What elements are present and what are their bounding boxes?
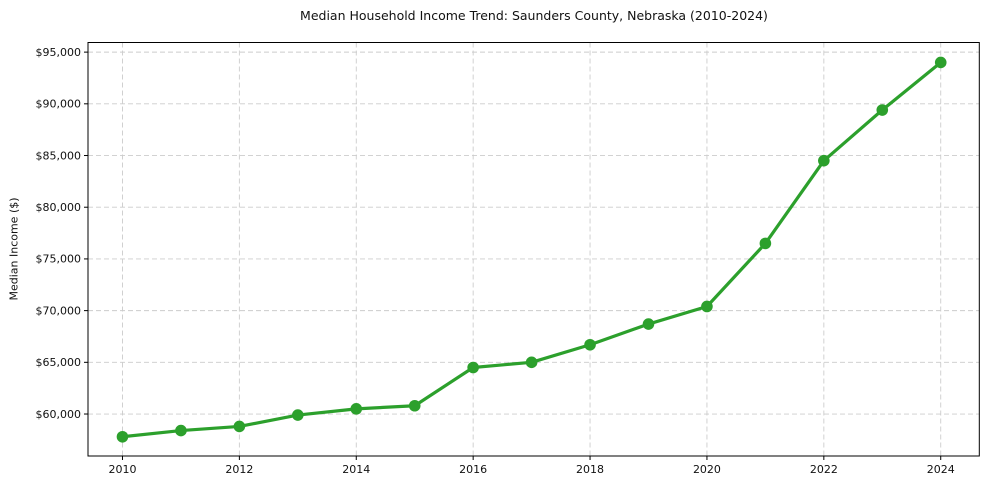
data-point bbox=[233, 420, 246, 433]
data-point bbox=[175, 424, 187, 437]
plot-border bbox=[87, 42, 980, 457]
y-tick-label: $80,000 bbox=[36, 201, 82, 214]
x-tick-label: 2018 bbox=[576, 463, 604, 476]
x-tick-label: 2012 bbox=[225, 463, 253, 476]
x-tick-label: 2010 bbox=[108, 463, 136, 476]
y-tick-label: $90,000 bbox=[36, 98, 82, 111]
x-tick-label: 2024 bbox=[927, 463, 955, 476]
data-point bbox=[701, 300, 713, 313]
trend-line bbox=[120, 60, 943, 439]
x-tick-label: 2016 bbox=[459, 463, 487, 476]
data-point bbox=[934, 56, 947, 69]
data-point bbox=[642, 318, 655, 330]
y-tick-label: $85,000 bbox=[36, 149, 82, 162]
x-tick-label: 2014 bbox=[342, 463, 370, 476]
y-tick-label: $70,000 bbox=[36, 304, 82, 317]
data-point bbox=[525, 356, 538, 369]
y-tick-label: $65,000 bbox=[36, 356, 82, 369]
y-tick-label: $60,000 bbox=[36, 408, 82, 421]
data-point bbox=[408, 399, 421, 412]
data-point bbox=[350, 403, 363, 415]
y-tick-label: $95,000 bbox=[36, 46, 82, 59]
data-point bbox=[292, 409, 304, 421]
data-point bbox=[818, 154, 830, 167]
data-point bbox=[467, 361, 479, 374]
x-tick-label: 2020 bbox=[693, 463, 721, 476]
x-tick-label: 2022 bbox=[810, 463, 838, 476]
y-tick-label: $75,000 bbox=[36, 253, 82, 266]
data-point bbox=[116, 430, 129, 443]
data-point bbox=[759, 237, 772, 250]
data-point bbox=[876, 104, 889, 116]
chart-title: Median Household Income Trend: Saunders … bbox=[300, 8, 768, 23]
data-point bbox=[584, 338, 596, 351]
